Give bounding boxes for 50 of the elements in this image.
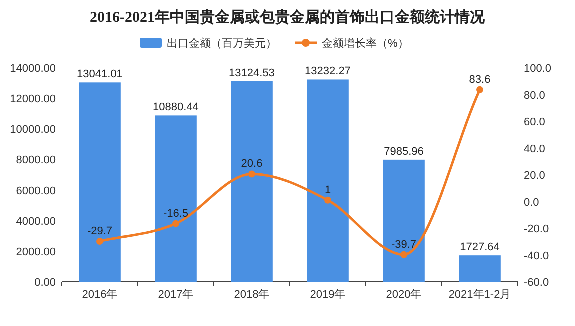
y2-tick-label: 80.0 — [524, 90, 546, 102]
y-tick-label: 12000.00 — [10, 94, 56, 106]
y2-tick-label: -40.0 — [524, 250, 550, 262]
y-tick-label: 0.00 — [34, 277, 56, 289]
point — [400, 251, 408, 258]
x-tick-label: 2018年 — [234, 289, 270, 301]
bar — [383, 160, 425, 282]
data-label: 13041.01 — [77, 68, 123, 81]
y2-tick-label: 100.0 — [524, 63, 552, 75]
y2-tick-label: -20.0 — [524, 224, 550, 236]
point — [248, 170, 256, 178]
legend-label: 金额增长率（%） — [322, 37, 409, 50]
y2-tick-label: -60.0 — [524, 277, 550, 289]
data-label: 13124.53 — [229, 67, 275, 80]
data-label: 13232.27 — [305, 66, 351, 78]
y-tick-label: 2000.00 — [16, 246, 56, 258]
x-tick-label: 2017年 — [158, 289, 194, 301]
bar — [307, 80, 349, 282]
bar — [231, 81, 273, 282]
y2-tick-label: 20.0 — [524, 170, 546, 182]
data-label: -16.5 — [163, 208, 189, 220]
point — [476, 86, 484, 94]
data-label: 10880.44 — [153, 102, 199, 114]
point — [172, 220, 180, 228]
y-tick-label: 14000.00 — [10, 63, 56, 75]
data-label: 1 — [324, 184, 332, 196]
y2-tick-label: 40.0 — [524, 143, 546, 156]
bar — [155, 116, 197, 282]
legend-label: 出口金额（百万美元） — [167, 37, 277, 50]
data-label: 1727.64 — [460, 242, 500, 254]
bar — [459, 256, 501, 282]
data-label: -39.7 — [391, 238, 417, 251]
bar — [79, 82, 121, 282]
x-tick-label: 2021年1-2月 — [448, 289, 512, 301]
y-tick-label: 8000.00 — [16, 154, 56, 167]
y2-tick-label: 0.0 — [524, 196, 540, 209]
y-tick-label: 6000.00 — [16, 185, 56, 198]
y2-tick-label: 60.0 — [524, 116, 546, 128]
data-label: 20.6 — [241, 158, 263, 170]
y-tick-label: 10000.00 — [10, 124, 56, 136]
point — [96, 238, 104, 245]
data-label: 7985.96 — [384, 146, 424, 158]
point — [324, 196, 332, 204]
x-tick-label: 2020年 — [386, 289, 422, 301]
chart-title: 2016-2021年中国贵金属或包贵金属的首饰出口金额统计情况 — [90, 8, 486, 26]
y-tick-label: 4000.00 — [16, 216, 56, 228]
x-tick-label: 2019年 — [310, 289, 346, 301]
data-label: 83.6 — [469, 74, 491, 86]
x-tick-label: 2016年 — [82, 289, 118, 301]
data-label: -29.7 — [87, 225, 113, 238]
